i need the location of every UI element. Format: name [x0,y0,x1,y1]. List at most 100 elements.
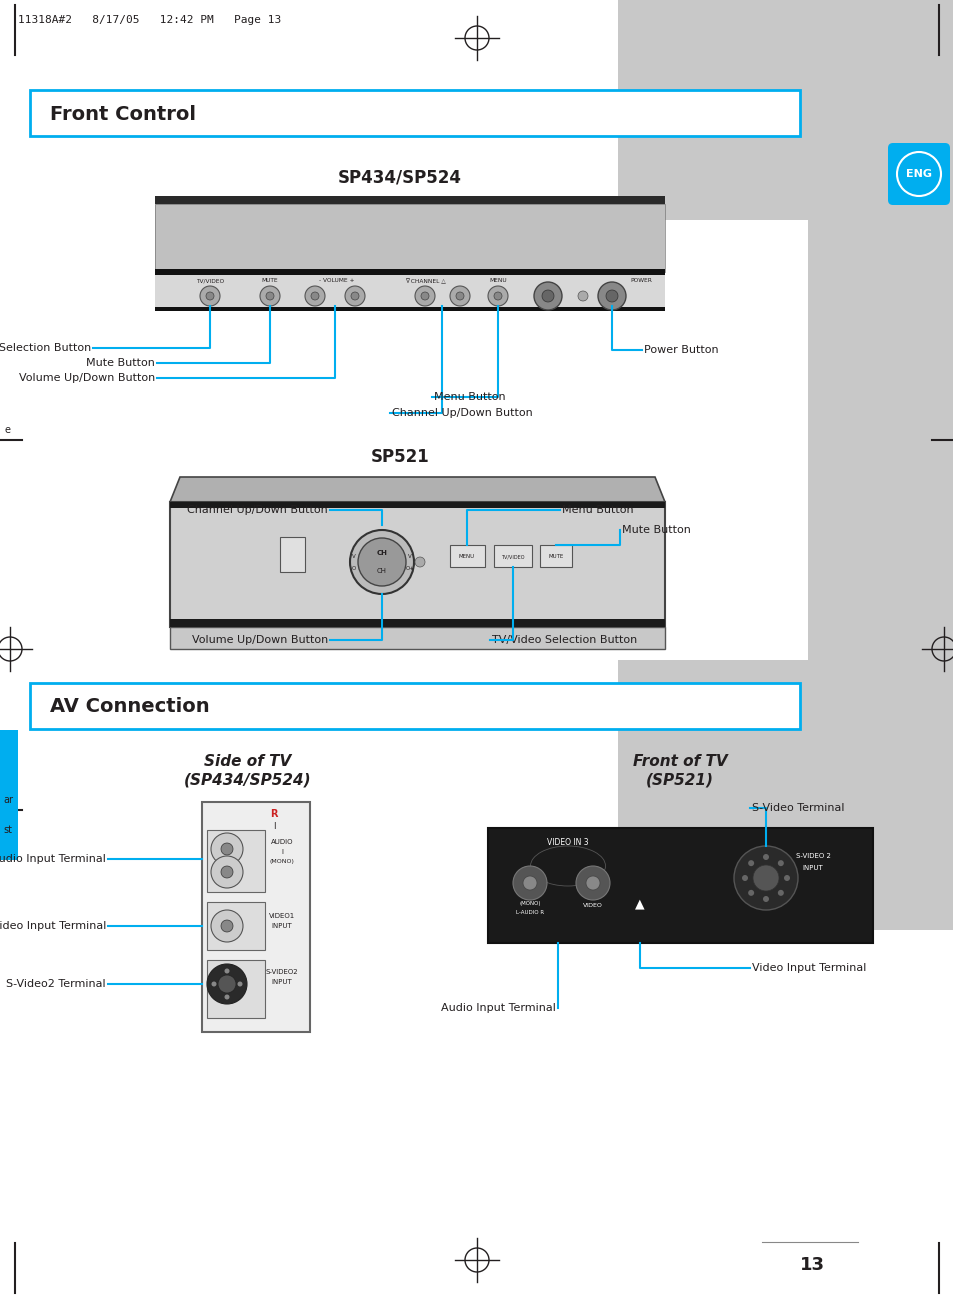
Circle shape [576,866,609,900]
Bar [807,90,953,680]
Text: S-VIDEO2: S-VIDEO2 [265,970,298,975]
Circle shape [762,854,768,861]
Circle shape [224,968,230,974]
Text: O: O [352,566,355,571]
Circle shape [200,286,220,306]
Bar [618,90,807,219]
Text: Front Control: Front Control [50,105,195,123]
Bar [280,537,305,572]
Circle shape [415,286,435,306]
Circle shape [221,842,233,855]
Circle shape [488,286,507,306]
Circle shape [733,846,797,910]
Bar [450,545,484,567]
Text: ∇ CHANNEL △: ∇ CHANNEL △ [404,278,445,284]
Bar [760,1240,859,1280]
Circle shape [260,286,280,306]
Text: Mute Button: Mute Button [621,524,690,535]
Text: R: R [270,809,277,819]
Polygon shape [170,627,664,649]
Text: - VOLUME +: - VOLUME + [319,279,355,283]
Circle shape [450,286,470,306]
Text: (SP434/SP524): (SP434/SP524) [184,772,312,788]
Bar [618,0,953,90]
Text: VIDEO: VIDEO [582,903,602,909]
Circle shape [206,292,213,300]
Text: Audio Input Terminal: Audio Input Terminal [0,854,106,864]
Bar [154,308,664,312]
Text: Channel Up/Down Button: Channel Up/Down Button [187,505,328,515]
Text: VIDEO IN 3: VIDEO IN 3 [547,839,588,848]
Text: Power Button: Power Button [643,345,718,354]
Text: st: st [4,826,12,835]
Circle shape [741,875,747,881]
Text: CH: CH [376,569,387,574]
Bar [494,545,532,567]
Text: V: V [408,553,412,558]
Bar [154,275,664,312]
Circle shape [534,282,561,310]
Text: ▲: ▲ [635,897,644,910]
Circle shape [212,981,216,986]
Text: Menu Button: Menu Button [561,505,633,515]
Circle shape [350,530,414,594]
Circle shape [456,292,463,300]
Circle shape [522,876,537,890]
Circle shape [224,994,230,999]
Circle shape [605,289,618,302]
Circle shape [207,964,247,1003]
Circle shape [211,910,243,942]
Bar [154,204,664,273]
Text: e: e [5,424,11,435]
Bar [488,828,872,944]
Circle shape [777,890,783,896]
Text: 11318A#2   8/17/05   12:42 PM   Page 13: 11318A#2 8/17/05 12:42 PM Page 13 [18,16,281,25]
Text: Channel Up/Down Button: Channel Up/Down Button [392,408,532,418]
Text: I: I [281,849,283,855]
Bar [154,269,664,275]
Bar [154,204,664,273]
Circle shape [752,864,779,890]
Circle shape [221,920,233,932]
Circle shape [211,833,243,864]
Text: POWER: POWER [629,279,651,283]
Text: TV/Video Selection Button: TV/Video Selection Button [492,635,637,645]
Bar [207,829,265,892]
Bar [618,659,953,929]
Text: INPUT: INPUT [272,979,292,985]
Text: MUTE: MUTE [261,279,278,283]
Text: MUTE: MUTE [548,554,563,559]
Circle shape [747,890,754,896]
Circle shape [415,557,424,567]
Text: Audio Input Terminal: Audio Input Terminal [440,1003,556,1012]
Bar [0,729,18,861]
Circle shape [218,975,235,993]
Polygon shape [170,476,664,502]
Text: O+: O+ [405,566,414,571]
Bar [30,683,800,729]
Bar [154,196,664,204]
Bar [202,802,310,1032]
Text: V: V [352,553,355,558]
Text: Video Input Terminal: Video Input Terminal [0,922,106,931]
FancyBboxPatch shape [887,143,949,205]
Circle shape [578,291,587,301]
Text: INPUT: INPUT [272,923,292,929]
Circle shape [494,292,501,300]
Text: S-Video Terminal: S-Video Terminal [751,803,843,813]
Text: ar: ar [3,794,13,805]
Text: 13: 13 [799,1256,823,1275]
Circle shape [777,861,783,866]
Text: AV Connection: AV Connection [50,697,210,716]
Text: MENU: MENU [489,279,506,283]
Circle shape [351,292,358,300]
Circle shape [305,286,325,306]
Bar [207,961,265,1018]
Circle shape [211,855,243,888]
Text: S-VIDEO 2: S-VIDEO 2 [795,853,829,859]
Text: SP521: SP521 [370,448,429,466]
Circle shape [585,876,599,890]
Bar [30,90,800,136]
Text: MENU: MENU [458,554,475,559]
Text: CH: CH [376,550,387,556]
